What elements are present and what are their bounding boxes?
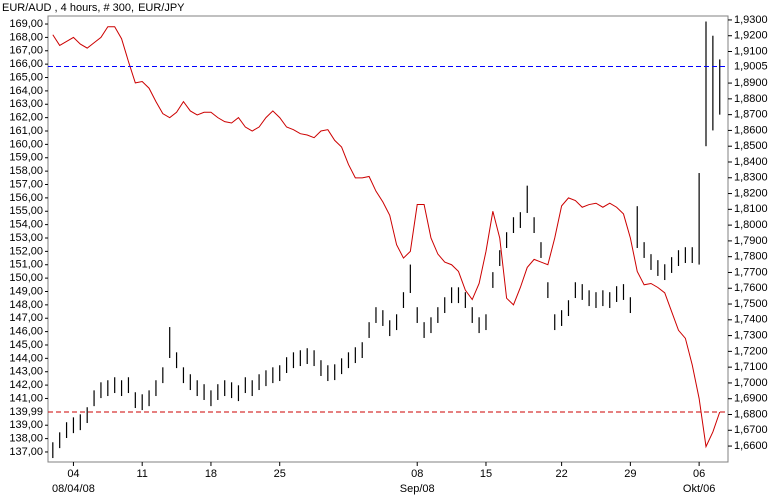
y2-tick-label: 1,7100 <box>734 361 768 373</box>
y2-tick-label: 1,8700 <box>734 109 768 121</box>
y2-tick-label: 1,7200 <box>734 345 768 357</box>
y2-tick-label: 1,8300 <box>734 172 768 184</box>
y2-tick-label: 1,7400 <box>734 314 768 326</box>
x-period-label: Sep/08 <box>400 483 435 495</box>
y2-tick-label: 1,6800 <box>734 408 768 420</box>
reference-label: 1,9005 <box>734 60 768 72</box>
y2-tick-label: 1,8900 <box>734 77 768 89</box>
x-tick-label: 06 <box>693 468 705 480</box>
y-tick-label: 144,00 <box>9 352 43 364</box>
x-tick-label: 04 <box>67 468 79 480</box>
y-tick-label: 141,00 <box>9 392 43 404</box>
y2-tick-label: 1,6700 <box>734 424 768 436</box>
y2-tick-label: 1,7500 <box>734 298 768 310</box>
y-tick-label: 146,00 <box>9 326 43 338</box>
x-tick-label: 25 <box>274 468 286 480</box>
x-period-label: 08/04/08 <box>52 483 95 495</box>
y-tick-label: 159,00 <box>9 152 43 164</box>
y2-tick-label: 1,8600 <box>734 124 768 136</box>
y-tick-label: 160,00 <box>9 138 43 150</box>
y-tick-label: 153,00 <box>9 232 43 244</box>
y-tick-label: 169,00 <box>9 18 43 30</box>
y-tick-label: 156,00 <box>9 192 43 204</box>
y2-tick-label: 1,8200 <box>734 187 768 199</box>
x-tick-label: 18 <box>205 468 217 480</box>
y-tick-label: 152,00 <box>9 245 43 257</box>
x-tick-label: 11 <box>136 468 147 480</box>
y-tick-label: 168,00 <box>9 31 43 43</box>
y2-tick-label: 1,8000 <box>734 219 768 231</box>
plot-frame <box>47 15 729 463</box>
y2-tick-label: 1,8100 <box>734 203 768 215</box>
y2-tick-label: 1,9100 <box>734 45 768 57</box>
y-tick-label: 154,00 <box>9 219 43 231</box>
y2-tick-label: 1,7900 <box>734 235 768 247</box>
x-tick-label: 29 <box>624 468 636 480</box>
title-series-name: EUR/JPY <box>138 2 185 14</box>
y-tick-label: 162,00 <box>9 112 43 124</box>
y2-tick-label: 1,6900 <box>734 393 768 405</box>
y-tick-label: 150,00 <box>9 272 43 284</box>
y2-tick-label: 1,8500 <box>734 140 768 152</box>
y-tick-label: 155,00 <box>9 205 43 217</box>
y-tick-label: 157,00 <box>9 178 43 190</box>
y-tick-label: 151,00 <box>9 259 43 271</box>
x-tick-label: 15 <box>480 468 492 480</box>
y-tick-label: 143,00 <box>9 366 43 378</box>
y-tick-label: 161,00 <box>9 125 43 137</box>
y-tick-label: 163,00 <box>9 98 43 110</box>
y2-tick-label: 1,7800 <box>734 251 768 263</box>
y2-tick-label: 1,9200 <box>734 30 768 42</box>
x-tick-label: 08 <box>411 468 423 480</box>
y-tick-label: 147,00 <box>9 312 43 324</box>
y-tick-label: 158,00 <box>9 165 43 177</box>
chart-title: EUR/AUD , 4 hours, # 300, <box>2 2 134 14</box>
y-tick-label: 165,00 <box>9 71 43 83</box>
y-tick-label: 137,00 <box>9 446 43 458</box>
y-tick-label: 142,00 <box>9 379 43 391</box>
y2-tick-label: 1,7600 <box>734 282 768 294</box>
x-tick-label: 22 <box>555 468 567 480</box>
y2-tick-label: 1,7000 <box>734 377 768 389</box>
reference-label: 139,99 <box>9 406 43 418</box>
y2-tick-label: 1,8400 <box>734 156 768 168</box>
y-tick-label: 148,00 <box>9 299 43 311</box>
y-tick-label: 166,00 <box>9 58 43 70</box>
y-tick-label: 164,00 <box>9 85 43 97</box>
y2-tick-label: 1,6600 <box>734 440 768 452</box>
y-tick-label: 149,00 <box>9 285 43 297</box>
y-tick-label: 167,00 <box>9 45 43 57</box>
y-tick-label: 138,00 <box>9 433 43 445</box>
y2-tick-label: 1,9300 <box>734 14 768 26</box>
price-line <box>52 26 721 449</box>
y-tick-label: 139,00 <box>9 419 43 431</box>
y2-tick-label: 1,7700 <box>734 266 768 278</box>
x-period-label: Okt/06 <box>683 483 715 495</box>
y2-tick-label: 1,8800 <box>734 93 768 105</box>
y-tick-label: 145,00 <box>9 339 43 351</box>
y2-tick-label: 1,7300 <box>734 329 768 341</box>
